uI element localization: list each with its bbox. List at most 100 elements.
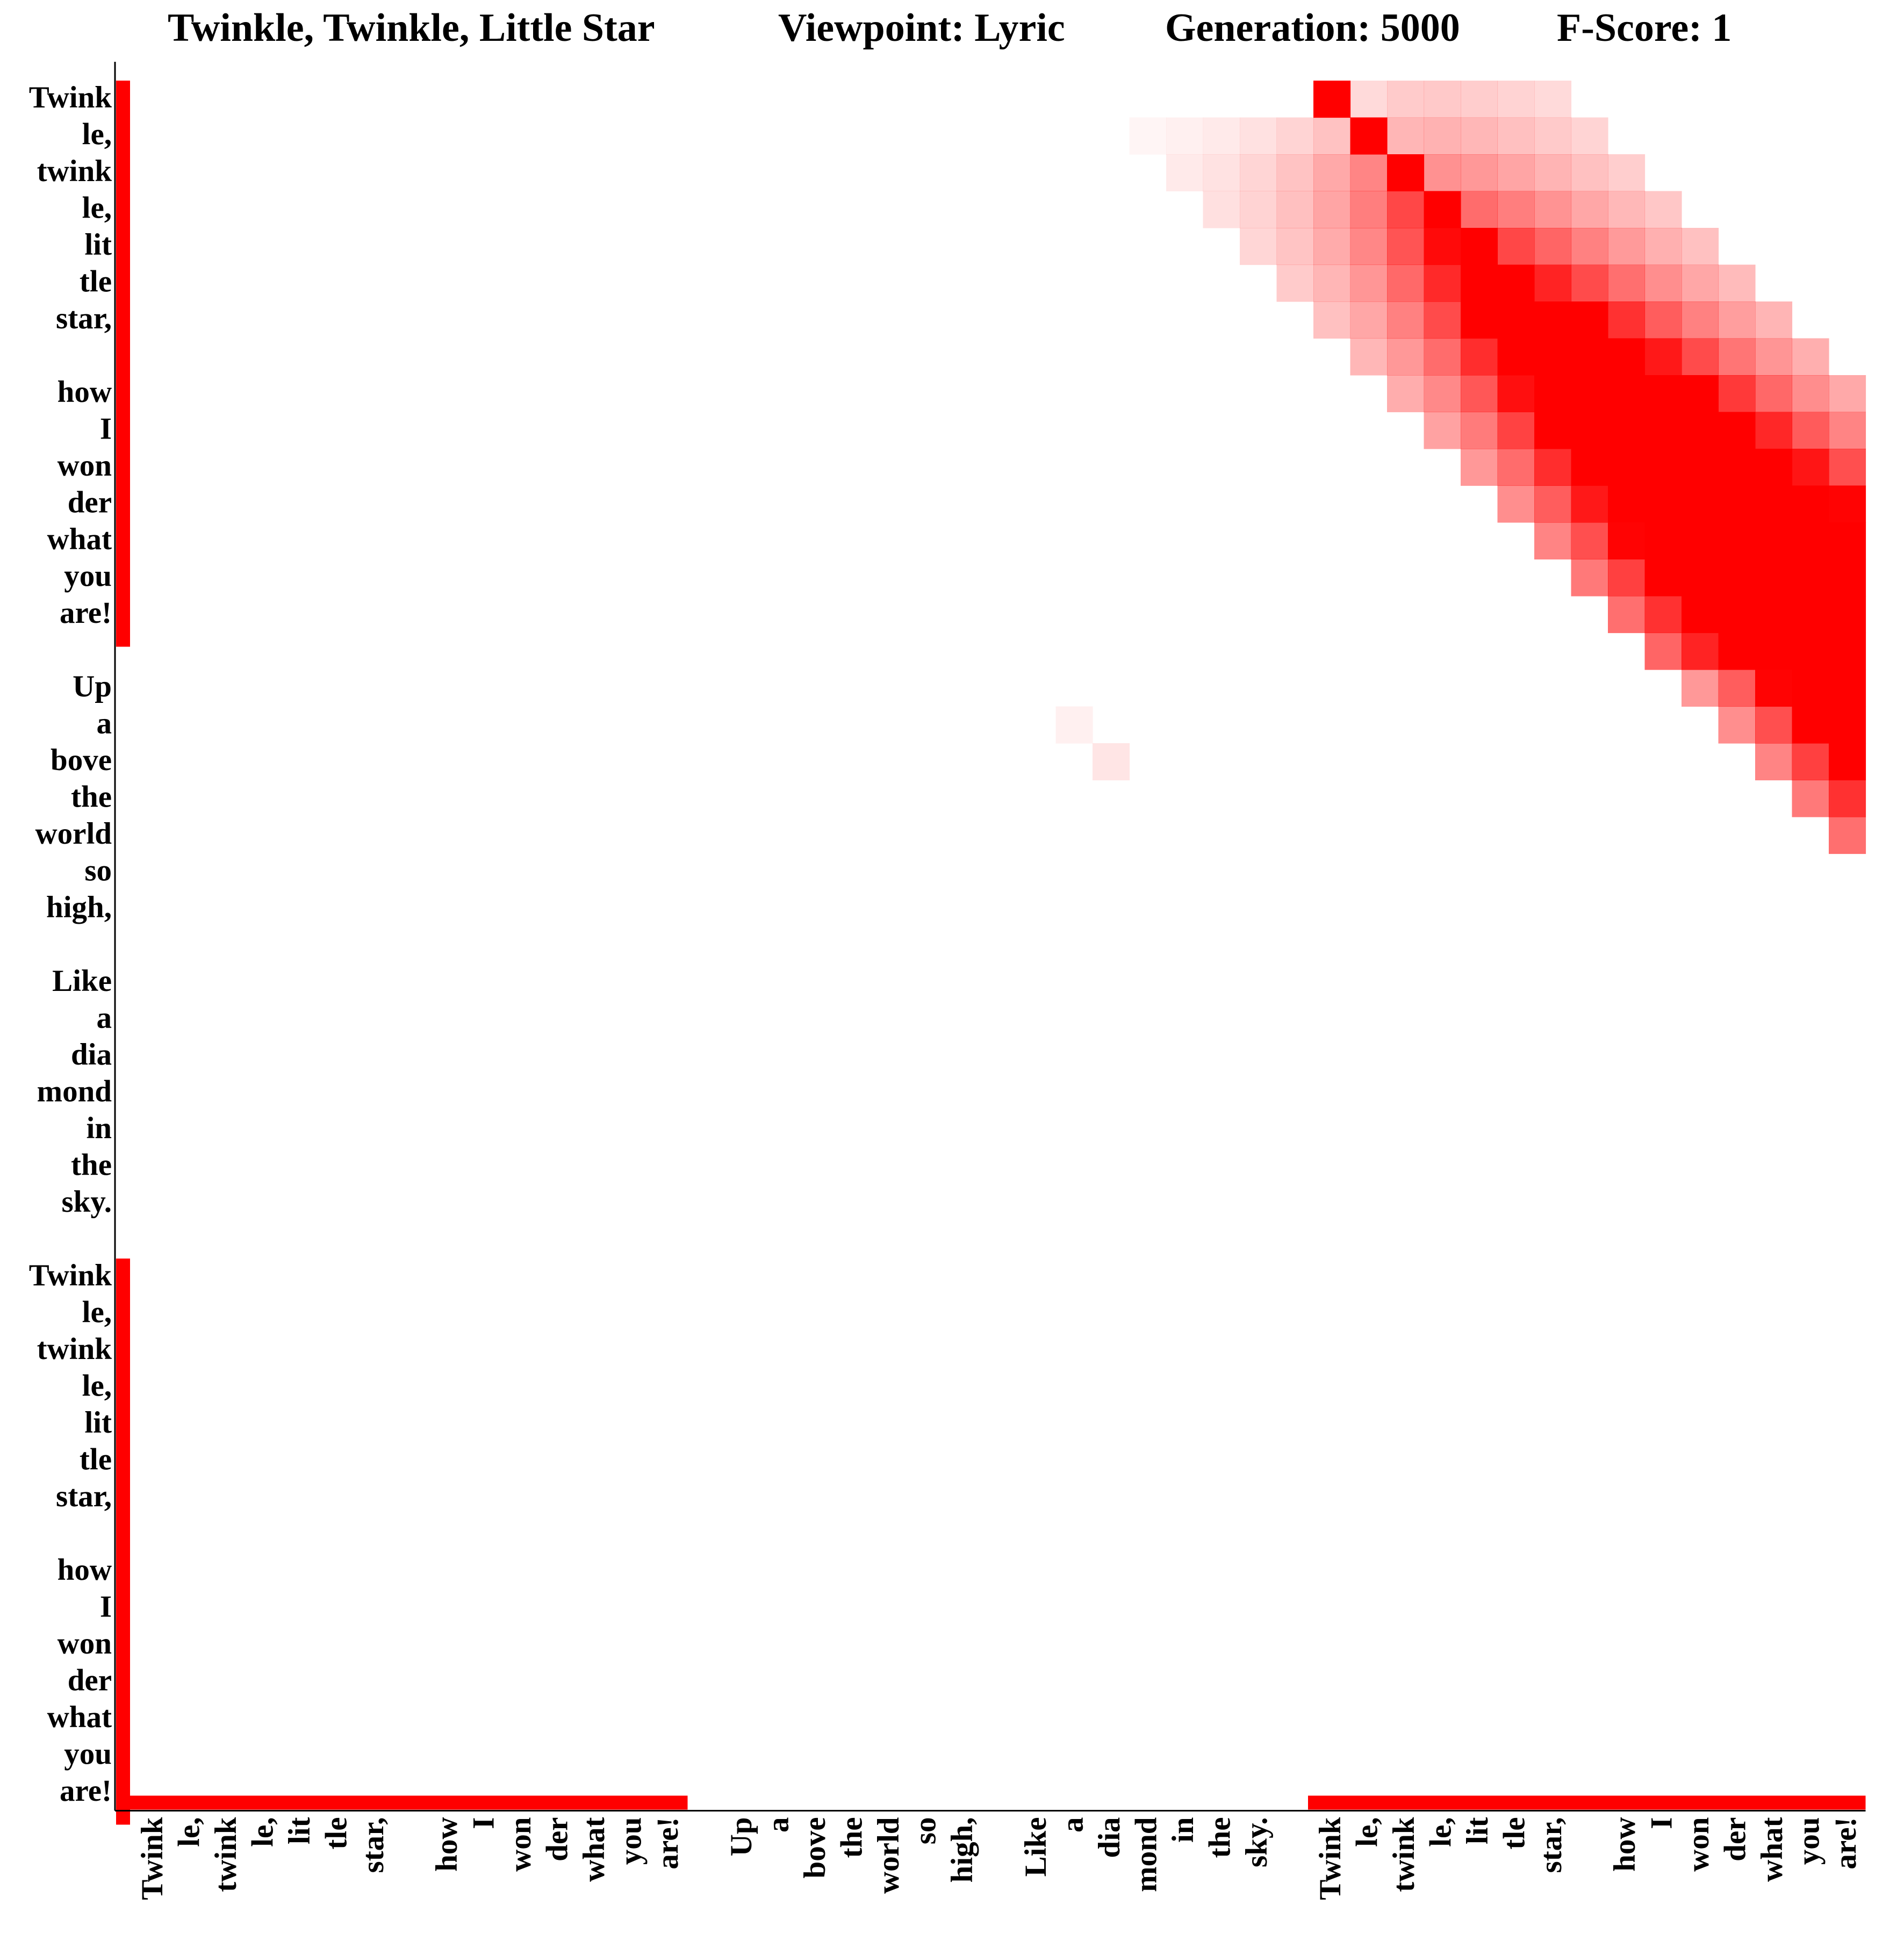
heatmap-cell [1497,264,1535,302]
heatmap-cell [1350,264,1388,302]
heatmap-cell [1755,522,1793,560]
x-tick-label: twink [1387,1817,1421,1892]
x-tick-label: le, [1350,1817,1384,1847]
heatmap-cell [1718,559,1756,596]
heatmap-cell [1755,632,1793,670]
heatmap-cell [1792,706,1829,744]
heatmap-cell [1571,117,1608,155]
heatmap-cell [1534,117,1572,155]
heatmap-cell [1313,228,1351,265]
heatmap-cell [1424,81,1461,118]
heatmap-cell [1571,301,1608,339]
title-part-2: Generation: 5000 [1165,6,1460,50]
heatmap-cell [1608,522,1646,560]
heatmap-cell [1608,228,1646,265]
y-tick-label: what [47,522,112,556]
heatmap-cell [1497,301,1535,339]
heatmap-cell [1276,264,1314,302]
heatmap-cell [1166,117,1204,155]
heatmap-cell [1792,559,1829,596]
heatmap-cell [1350,338,1388,376]
heatmap-cell [1166,154,1204,192]
match-bars [116,81,1866,1825]
y-tick-label: Twink [29,81,112,114]
heatmap-cell [1608,485,1646,523]
heatmap-cell [1755,412,1793,449]
heatmap-cell [1755,743,1793,781]
heatmap-cell [1497,191,1535,228]
heatmap-cell [1608,375,1646,413]
heatmap-cell [1829,485,1866,523]
heatmap-cell [1387,154,1425,192]
heatmap-cell [1387,117,1425,155]
heatmap-cell [1534,154,1572,192]
heatmap-cell [1461,301,1498,339]
y-tick-label: what [47,1700,112,1734]
heatmap-cell [1829,743,1866,781]
x-tick-label: I [467,1817,501,1829]
heatmap-cell [1829,632,1866,670]
heatmap-cell [1829,412,1866,449]
heatmap-cell [1755,559,1793,596]
heatmap-cell [1792,632,1829,670]
heatmap-cell [1461,191,1498,228]
x-tick-label: what [1755,1817,1789,1881]
y-tick-label: tle [80,1443,112,1477]
x-tick-label: won [1682,1817,1715,1872]
heatmap-cell [1644,375,1682,413]
y-tick-labels: Twinkle,twinkle,littlestar,howIwonderwha… [29,81,112,1808]
heatmap-cell [1387,338,1425,376]
heatmap-cell [1240,191,1277,228]
y-tick-label: won [58,1627,112,1661]
x-tick-label: how [430,1817,464,1872]
heatmap-cell [1497,117,1535,155]
heatmap-cell [1350,117,1388,155]
y-tick-label: a [97,1001,112,1035]
y-tick-label: dia [71,1038,112,1072]
y-tick-label: der [68,1664,112,1698]
y-tick-label: Twink [29,1259,112,1292]
heatmap-cell [1644,228,1682,265]
heatmap-cell [1424,375,1461,413]
heatmap-cell [1682,412,1719,449]
heatmap-cell [1608,338,1646,376]
heatmap-cell [1534,81,1572,118]
heatmap-cell [1350,154,1388,192]
x-tick-label: lit [1461,1817,1495,1844]
heatmap-cell [1829,706,1866,744]
heatmap-cell [1755,596,1793,634]
heatmap-cell [1718,264,1756,302]
y-tick-label: star, [56,1479,112,1513]
y-tick-label: are! [60,596,112,630]
x-tick-label: dia [1093,1817,1126,1858]
title-part-3: F-Score: 1 [1557,6,1731,50]
heatmap-cell [1387,191,1425,228]
x-tick-label: der [1719,1817,1752,1861]
x-tick-label: I [1645,1817,1679,1829]
y-tick-label: high, [46,890,112,924]
heatmap-cell [1644,338,1682,376]
heatmap-cell [1350,191,1388,228]
heatmap-cell [1276,191,1314,228]
heatmap-cell [1461,154,1498,192]
y-tick-label: Up [73,670,112,703]
x-tick-label: you [1792,1817,1826,1865]
heatmap-cell [1718,706,1756,744]
heatmap-cell [1644,485,1682,523]
heatmap-cell [1313,301,1351,339]
heatmap-cell [1350,81,1388,118]
heatmap-cell [1792,375,1829,413]
y-tick-label: the [71,1148,112,1182]
heatmap-cell [1829,559,1866,596]
y-tick-label: you [64,559,112,593]
x-tick-label: twink [209,1817,243,1892]
y-tick-label: le, [82,1369,112,1403]
heatmap-cell [1718,485,1756,523]
heatmap-cell [1240,117,1277,155]
heatmap-cell [1534,485,1572,523]
y-tick-label: le, [82,118,112,152]
heatmap-cell [1461,264,1498,302]
x-tick-label: Twink [1313,1817,1347,1900]
heatmap-cell [1792,670,1829,707]
